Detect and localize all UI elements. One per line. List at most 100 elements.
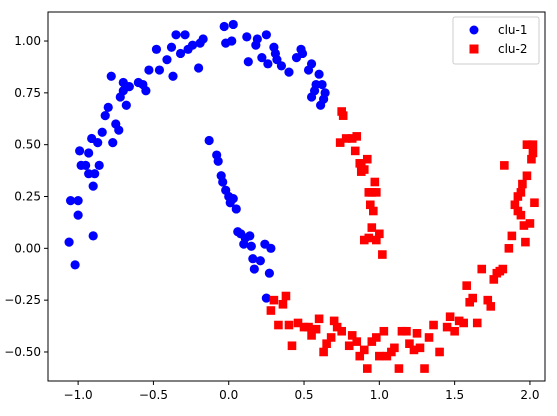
data-point-clu-2-59 xyxy=(405,339,414,348)
data-point-clu-2-69 xyxy=(450,326,459,336)
x-tick-label: 0.5 xyxy=(294,388,313,402)
data-point-clu-1-57 xyxy=(228,19,238,30)
data-point-clu-2-0 xyxy=(335,138,345,147)
data-point-clu-1-74 xyxy=(261,293,271,303)
data-point-clu-1-58 xyxy=(231,204,241,214)
y-tick-label: 0.25 xyxy=(14,190,41,204)
data-point-clu-2-27 xyxy=(278,299,288,309)
legend-label-clu-1: clu-1 xyxy=(498,23,528,37)
data-point-clu-1-11 xyxy=(88,231,98,241)
data-point-clu-2-11 xyxy=(359,235,369,245)
legend-label-clu-2: clu-2 xyxy=(498,42,528,56)
data-point-clu-1-78 xyxy=(266,243,276,253)
data-point-clu-2-98 xyxy=(528,148,538,158)
data-point-clu-2-3 xyxy=(341,134,351,143)
data-point-clu-2-72 xyxy=(462,281,471,290)
data-point-clu-1-70 xyxy=(252,34,262,44)
data-point-clu-2-78 xyxy=(486,302,496,311)
data-point-clu-1-27 xyxy=(124,82,134,92)
x-tick-label: −1.0 xyxy=(64,388,93,402)
data-point-clu-2-91 xyxy=(518,179,527,189)
data-point-clu-1-34 xyxy=(162,55,172,65)
data-point-clu-2-60 xyxy=(409,345,419,355)
data-point-clu-1-39 xyxy=(180,30,190,40)
data-point-clu-1-3 xyxy=(73,210,83,220)
data-point-clu-2-77 xyxy=(483,295,493,305)
data-point-clu-2-46 xyxy=(355,351,365,361)
y-axis: −0.50 −0.25 0.00 0.25 0.50 0.75 1.00 xyxy=(4,34,48,359)
data-point-clu-2-26 xyxy=(274,320,283,330)
data-point-clu-1-33 xyxy=(154,65,165,75)
data-point-clu-2-31 xyxy=(293,318,303,328)
data-point-clu-2-83 xyxy=(500,161,509,170)
data-point-clu-2-93 xyxy=(521,237,530,247)
data-point-clu-2-90 xyxy=(516,210,526,220)
data-point-clu-1-68 xyxy=(249,264,259,274)
data-point-clu-1-47 xyxy=(213,156,223,166)
data-point-clu-1-31 xyxy=(144,65,154,75)
data-point-clu-1-9 xyxy=(84,148,94,158)
data-point-clu-2-17 xyxy=(367,188,377,197)
data-point-clu-1-1 xyxy=(64,237,74,247)
data-point-clu-1-17 xyxy=(100,111,110,121)
data-point-clu-2-67 xyxy=(442,322,452,332)
data-point-clu-2-23 xyxy=(378,250,387,259)
data-point-clu-2-30 xyxy=(287,341,297,351)
data-point-clu-1-75 xyxy=(261,30,271,40)
data-point-clu-2-63 xyxy=(420,364,429,373)
data-point-clu-2-42 xyxy=(337,326,346,336)
data-point-clu-2-76 xyxy=(477,264,487,274)
data-point-clu-2-65 xyxy=(429,320,438,330)
data-point-clu-1-14 xyxy=(93,138,103,148)
data-point-clu-2-56 xyxy=(394,364,404,373)
data-point-clu-2-96 xyxy=(525,219,535,228)
data-point-clu-2-94 xyxy=(522,171,532,181)
data-point-clu-1-67 xyxy=(248,254,258,264)
data-point-clu-2-58 xyxy=(402,326,411,336)
data-point-clu-2-2 xyxy=(338,111,348,120)
data-point-clu-1-50 xyxy=(219,21,229,32)
data-point-clu-1-56 xyxy=(228,193,238,204)
data-point-clu-2-48 xyxy=(362,364,372,373)
y-tick-label: 1.00 xyxy=(14,34,41,48)
data-point-clu-2-14 xyxy=(364,233,374,243)
data-point-clu-2-34 xyxy=(307,331,316,340)
data-point-clu-2-6 xyxy=(352,132,362,141)
data-point-clu-2-99 xyxy=(528,140,538,149)
data-point-clu-2-33 xyxy=(304,322,313,332)
data-point-clu-2-24 xyxy=(266,306,276,315)
x-axis: −1.0 −0.5 0.0 0.5 1.0 1.5 2.0 xyxy=(64,381,539,402)
data-point-clu-2-20 xyxy=(372,188,381,197)
data-point-clu-2-79 xyxy=(489,275,499,284)
data-point-clu-1-13 xyxy=(90,169,100,179)
data-point-clu-1-12 xyxy=(88,181,98,191)
data-point-clu-1-64 xyxy=(243,57,253,67)
data-point-clu-2-25 xyxy=(269,295,279,305)
data-point-clu-2-50 xyxy=(372,333,381,342)
data-point-clu-1-66 xyxy=(246,241,256,251)
data-point-clu-2-4 xyxy=(347,134,357,143)
data-point-clu-2-38 xyxy=(322,339,331,348)
data-point-clu-1-35 xyxy=(166,42,177,52)
data-point-clu-2-68 xyxy=(445,312,455,322)
data-point-clu-1-42 xyxy=(194,63,204,73)
legend: clu-1 clu-2 xyxy=(452,16,540,65)
data-point-clu-1-7 xyxy=(81,160,91,171)
data-point-clu-2-36 xyxy=(314,314,324,324)
data-point-clu-2-47 xyxy=(359,345,369,355)
points-layer xyxy=(64,19,539,373)
data-point-clu-2-82 xyxy=(498,264,508,274)
data-point-clu-2-44 xyxy=(347,331,357,340)
data-point-clu-1-41 xyxy=(187,40,198,50)
data-point-clu-1-26 xyxy=(121,100,131,110)
data-point-clu-2-71 xyxy=(459,318,468,328)
data-point-clu-2-89 xyxy=(516,188,526,197)
data-point-clu-2-49 xyxy=(367,337,377,346)
y-tick-label: 0.75 xyxy=(14,86,41,100)
data-point-clu-1-94 xyxy=(317,79,327,90)
data-point-clu-1-0 xyxy=(65,196,76,206)
data-point-clu-2-19 xyxy=(370,177,380,187)
data-point-clu-2-61 xyxy=(412,329,422,338)
x-tick-label: 1.0 xyxy=(370,388,389,402)
